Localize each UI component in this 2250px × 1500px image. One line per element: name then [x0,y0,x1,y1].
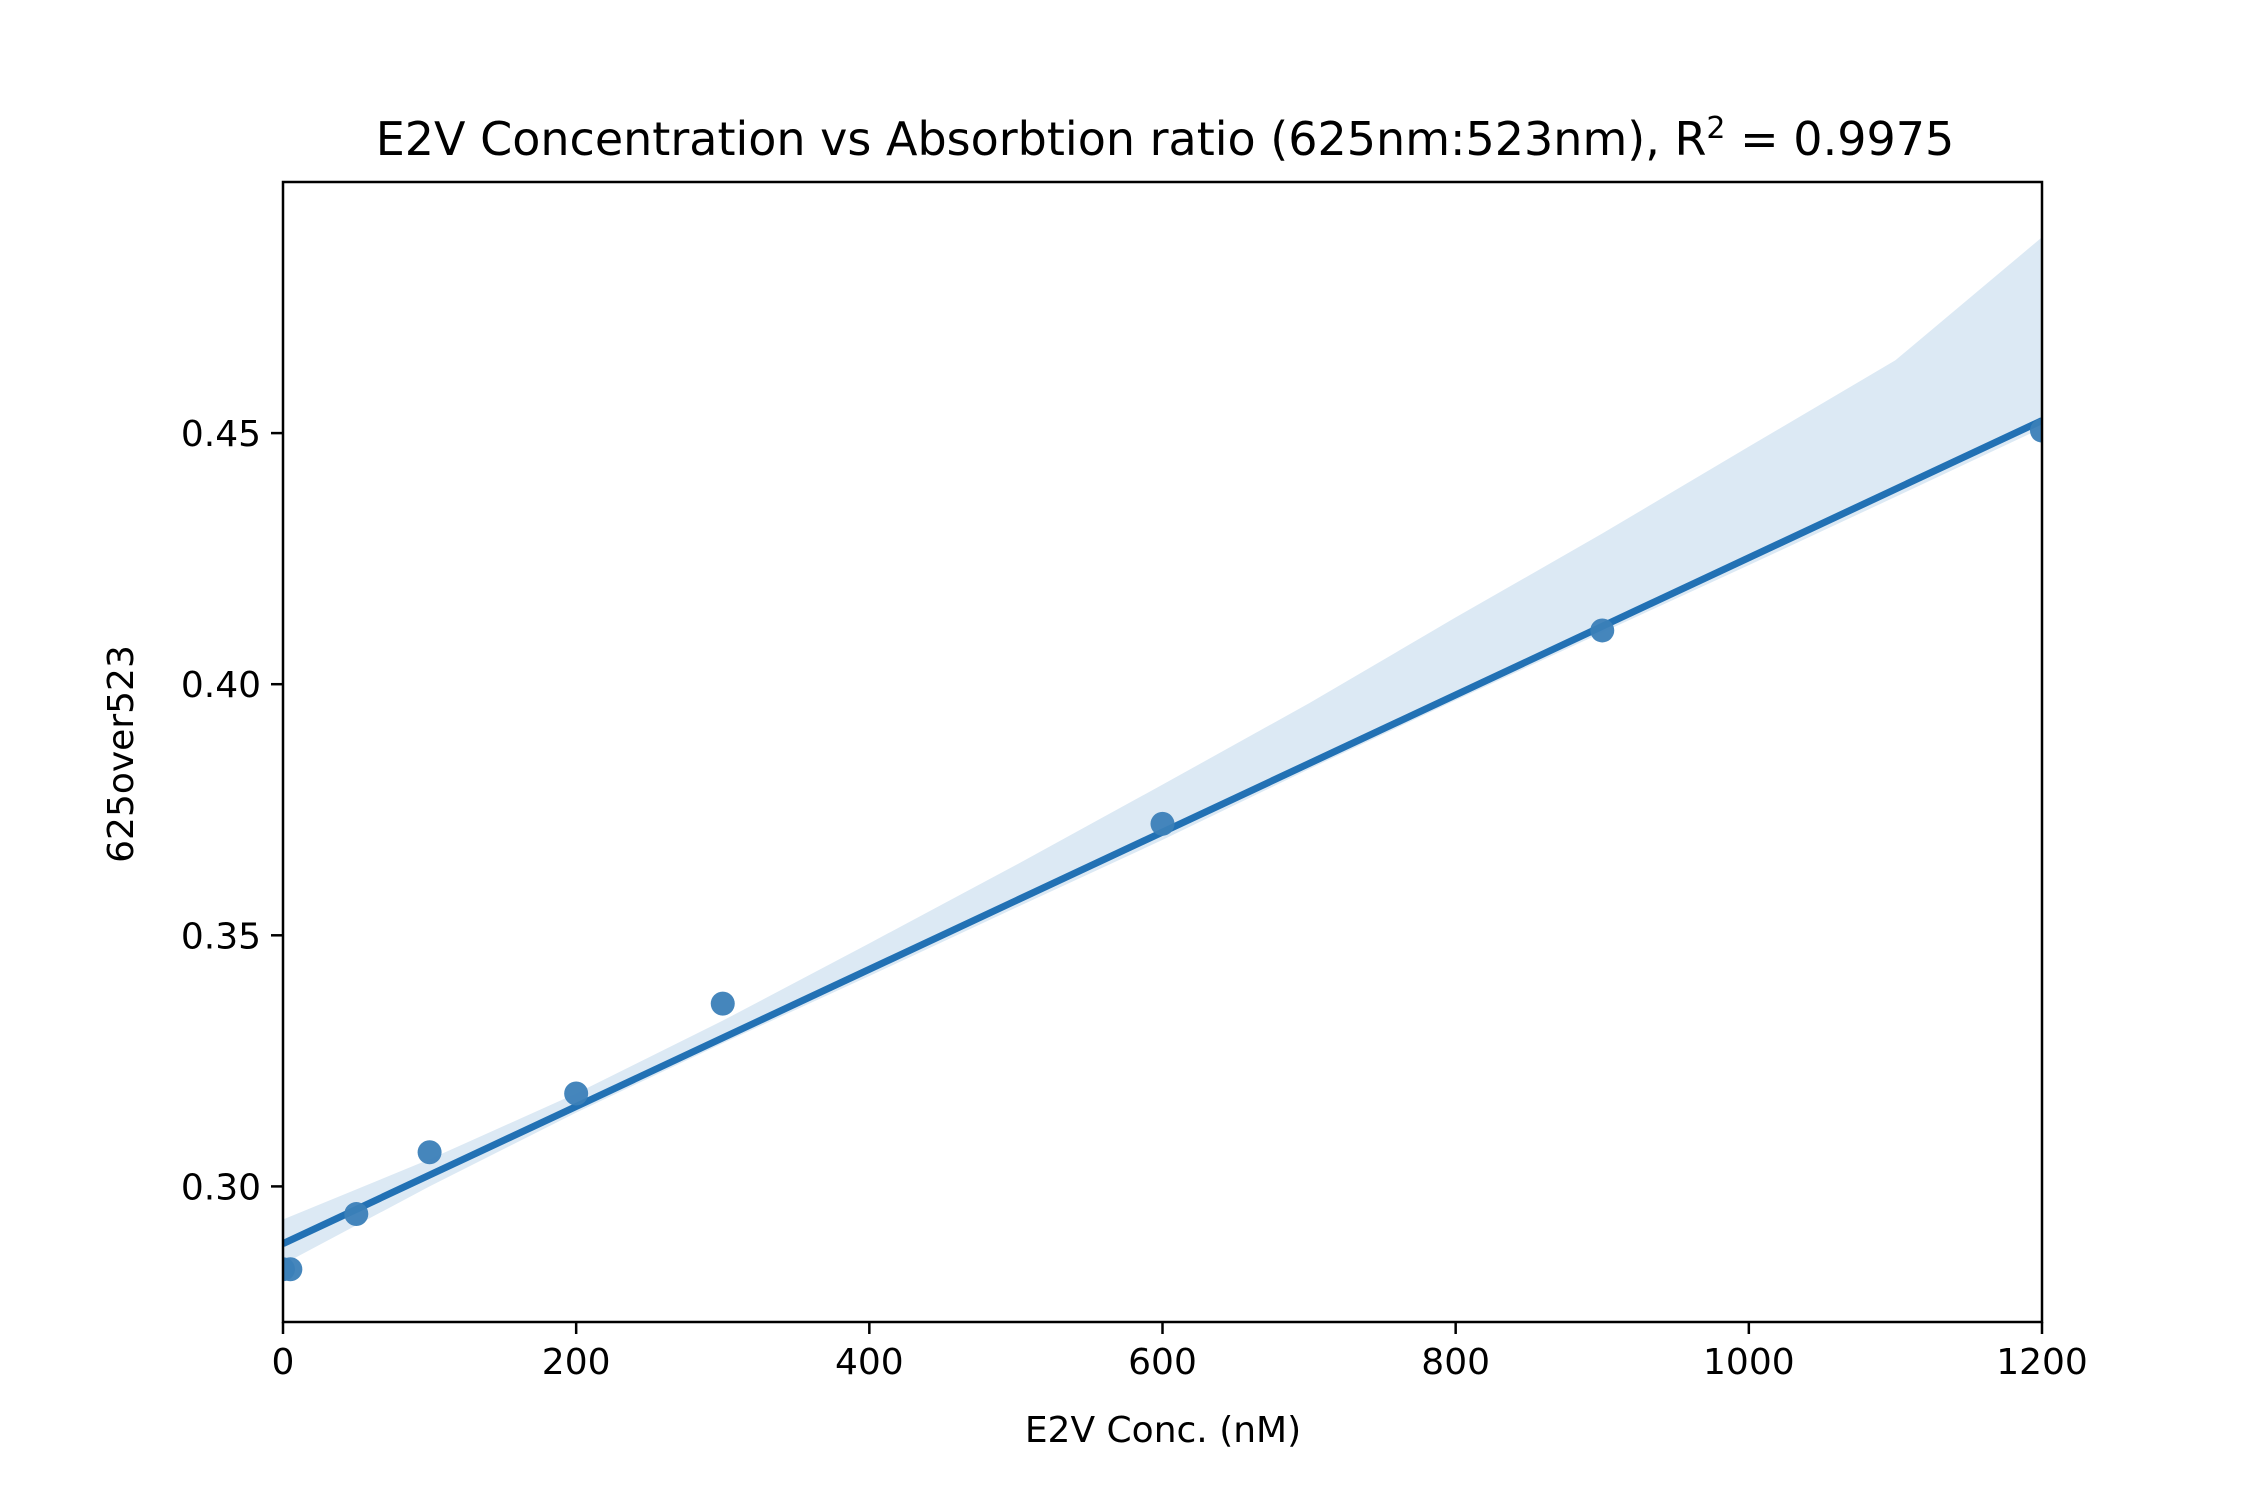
data-point [417,1140,442,1165]
y-tick-label: 0.30 [181,1167,261,1208]
data-point [344,1202,369,1227]
data-point [710,991,735,1016]
x-tick-label: 600 [1128,1342,1197,1383]
x-axis-ticks: 0 200 400 600 800 1000 1200 [272,1322,2088,1383]
chart-title-main: E2V Concentration vs Absorbtion ratio (6… [376,112,1707,166]
data-point [1590,618,1615,643]
chart-title-superscript: 2 [1706,111,1725,146]
x-tick-label: 0 [272,1342,295,1383]
y-axis-ticks: 0.30 0.35 0.40 0.45 [181,414,283,1208]
data-points-layer [283,418,2042,1282]
data-point [1150,811,1175,836]
confidence-band [283,237,2042,1265]
x-tick-label: 200 [542,1342,611,1383]
plot-frame [281,180,2044,1324]
y-tick-label: 0.40 [181,665,261,706]
chart-title: E2V Concentration vs Absorbtion ratio (6… [376,111,1955,167]
data-point [2030,418,2042,443]
data-point [283,1257,303,1282]
x-tick-label: 1200 [1996,1342,2088,1383]
x-axis-label: E2V Conc. (nM) [1025,1410,1301,1451]
y-tick-label: 0.35 [181,916,261,957]
x-tick-label: 1000 [1703,1342,1795,1383]
x-tick-label: 400 [835,1342,904,1383]
data-point [564,1081,589,1106]
y-tick-label: 0.45 [181,414,261,455]
y-axis-label: 625over523 [101,645,142,863]
x-tick-label: 800 [1421,1342,1490,1383]
confidence-band-layer [283,237,2042,1265]
chart-title-suffix: = 0.9975 [1726,112,1955,166]
